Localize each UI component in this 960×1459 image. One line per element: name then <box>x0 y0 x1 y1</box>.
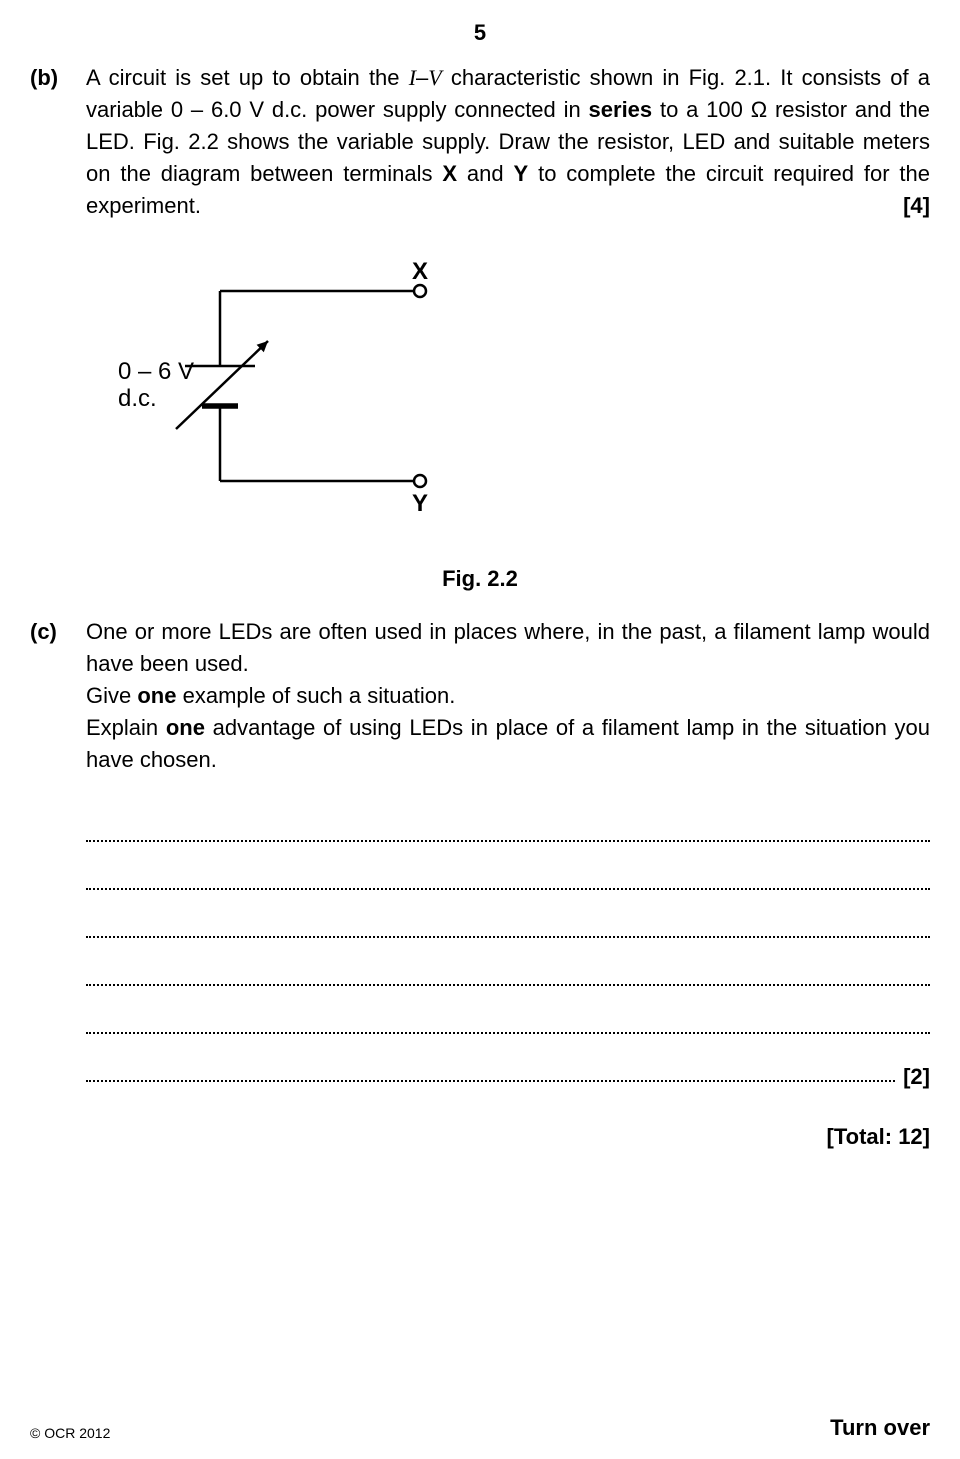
turn-over: Turn over <box>830 1415 930 1441</box>
qc-line2-post: example of such a situation. <box>176 683 455 708</box>
question-b-marks: [4] <box>903 190 930 222</box>
svg-text:0 – 6 V: 0 – 6 V <box>118 358 194 385</box>
answer-lines: [2] <box>86 806 930 1094</box>
answer-line[interactable] <box>86 950 930 998</box>
circuit-svg: X Y 0 – 6 Vd.c. <box>110 251 530 531</box>
qb-terminal-X: X <box>442 161 457 186</box>
page-footer: © OCR 2012 Turn over <box>30 1415 930 1441</box>
copyright: © OCR 2012 <box>30 1425 110 1441</box>
qc-line2-pre: Give <box>86 683 137 708</box>
figure-caption: Fig. 2.2 <box>30 566 930 592</box>
question-b: (b) A circuit is set up to obtain the I–… <box>30 62 930 221</box>
qb-and: and <box>457 161 513 186</box>
question-c-marks: [2] <box>903 1064 930 1090</box>
page-number: 5 <box>30 20 930 46</box>
answer-line[interactable] <box>86 854 930 902</box>
question-c-label: (c) <box>30 616 86 775</box>
qc-line3-bold: one <box>166 715 205 740</box>
svg-text:d.c.: d.c. <box>118 385 157 412</box>
qb-var-I: I <box>409 65 416 90</box>
qb-terminal-Y: Y <box>514 161 529 186</box>
circuit-diagram: X Y 0 – 6 Vd.c. <box>110 251 930 536</box>
qb-dash: – <box>416 65 428 90</box>
question-c-body: One or more LEDs are often used in place… <box>86 616 930 775</box>
qb-var-V: V <box>428 65 441 90</box>
answer-line-dots[interactable] <box>86 1080 895 1082</box>
answer-line-last: [2] <box>86 1046 930 1094</box>
answer-line[interactable] <box>86 998 930 1046</box>
qc-line3-post: advantage of using LEDs in place of a fi… <box>86 715 930 772</box>
question-b-label: (b) <box>30 62 86 221</box>
question-c: (c) One or more LEDs are often used in p… <box>30 616 930 775</box>
svg-text:Y: Y <box>412 490 428 517</box>
page: 5 (b) A circuit is set up to obtain the … <box>0 0 960 1459</box>
qc-line1: One or more LEDs are often used in place… <box>86 619 930 676</box>
question-b-body: A circuit is set up to obtain the I–V ch… <box>86 62 930 221</box>
question-total: [Total: 12] <box>30 1124 930 1150</box>
qb-text-1: A circuit is set up to obtain the <box>86 65 409 90</box>
answer-line[interactable] <box>86 902 930 950</box>
svg-text:X: X <box>412 258 428 285</box>
qc-line3-pre: Explain <box>86 715 166 740</box>
qb-series: series <box>589 97 653 122</box>
qc-line2-bold: one <box>137 683 176 708</box>
answer-line[interactable] <box>86 806 930 854</box>
